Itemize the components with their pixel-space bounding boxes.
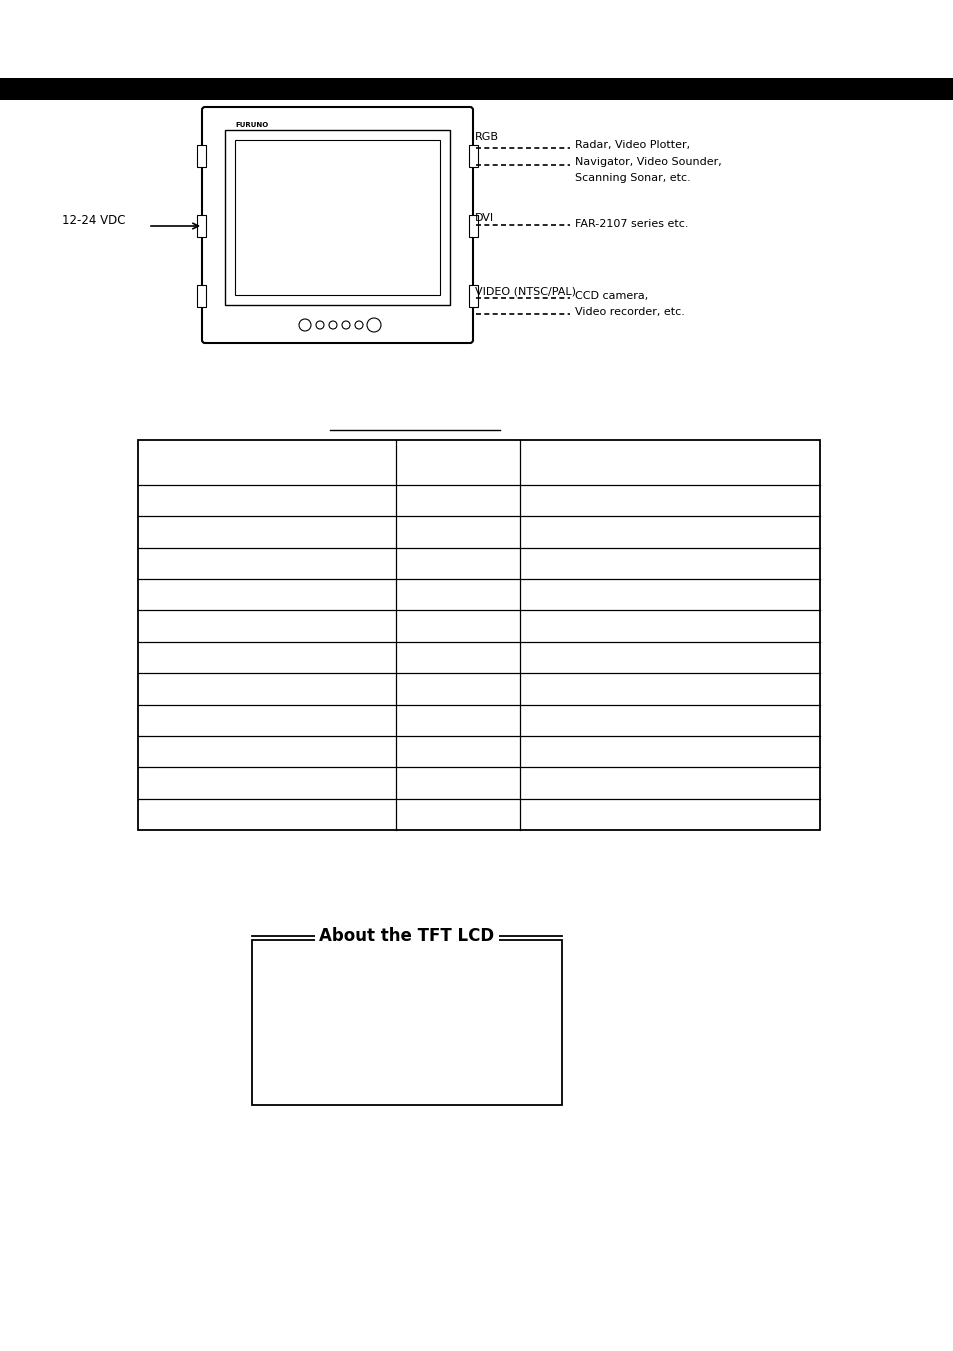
Text: FAR-2107 series etc.: FAR-2107 series etc. (575, 219, 688, 230)
Bar (469, 145, 477, 168)
Bar (196, 215, 206, 236)
Text: FURUNO: FURUNO (234, 122, 268, 128)
Bar (196, 285, 206, 307)
Bar (0, 78, 953, 100)
Bar (234, 141, 439, 295)
FancyBboxPatch shape (202, 107, 473, 343)
Text: Scanning Sonar, etc.: Scanning Sonar, etc. (575, 173, 690, 182)
Text: About the TFT LCD: About the TFT LCD (319, 927, 494, 944)
Text: Radar, Video Plotter,: Radar, Video Plotter, (575, 141, 689, 150)
Text: VIDEO (NTSC/PAL): VIDEO (NTSC/PAL) (475, 286, 576, 296)
Text: DVI: DVI (475, 213, 494, 223)
Text: RGB: RGB (475, 132, 498, 142)
Bar (252, 940, 561, 1105)
Bar (138, 440, 820, 830)
Text: Navigator, Video Sounder,: Navigator, Video Sounder, (575, 157, 721, 168)
Bar (469, 215, 477, 236)
Bar (196, 145, 206, 168)
Text: Video recorder, etc.: Video recorder, etc. (575, 307, 684, 317)
Bar (225, 130, 450, 305)
Text: 12-24 VDC: 12-24 VDC (62, 213, 126, 227)
Text: CCD camera,: CCD camera, (575, 290, 648, 301)
Bar (469, 285, 477, 307)
